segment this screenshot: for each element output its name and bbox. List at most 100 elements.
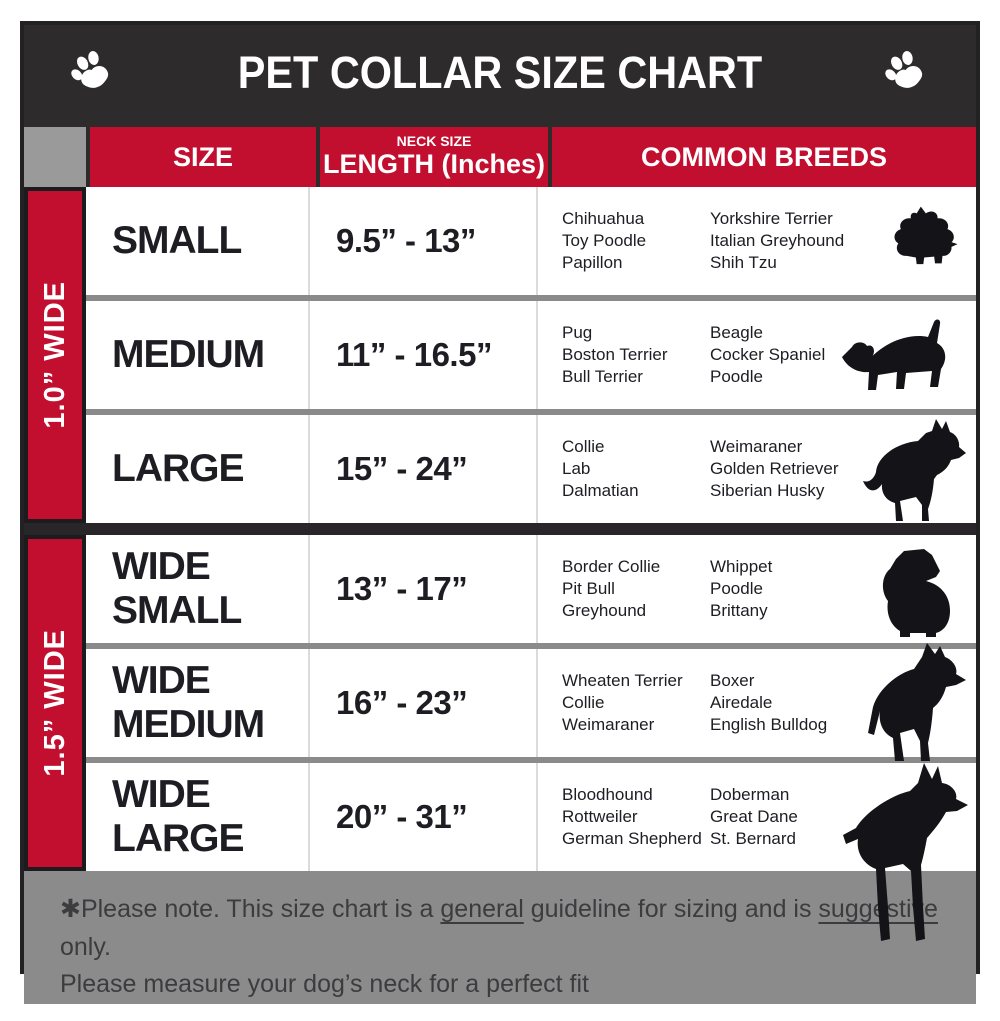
breed-name: Shih Tzu [710,253,777,273]
breeds-cell: Pug Boston Terrier Bull Terrier Beagle C… [536,301,976,409]
table-header-row: SIZE NECK SIZE LENGTH (Inches) COMMON BR… [24,121,976,187]
breed-name: Dalmatian [562,481,639,501]
paw-icon [66,46,120,100]
breed-name: Collie [562,692,605,712]
column-header-neck-size: NECK SIZE LENGTH (Inches) [320,127,548,187]
row-divider [86,295,976,301]
breed-name: German Shepherd [562,829,702,849]
neck-length-value: 9.5” - 13” [308,187,536,295]
breed-name: Golden Retriever [710,458,839,478]
breed-name: Bull Terrier [562,367,643,387]
breed-name: Collie [562,436,605,456]
title-bar: PET COLLAR SIZE CHART [24,25,976,121]
pomeranian-silhouette-icon [878,205,962,275]
column-header-common-breeds: COMMON BREEDS [552,127,976,187]
page-title: PET COLLAR SIZE CHART [237,47,763,98]
breed-name: Border Collie [562,556,661,576]
footer-note-text: guideline for sizing and is [523,895,819,923]
breed-name: Papillon [562,253,623,273]
breeds-cell: Border Collie Pit Bull Greyhound Whippet… [536,535,976,643]
breeds-column-1: Collie Lab Dalmatian [562,436,710,502]
footer-underlined-word: general [440,895,524,923]
bulldog-silhouette-icon [868,543,958,637]
breed-name: Pit Bull [562,578,615,598]
breed-name: English Bulldog [710,715,828,735]
footer-note-line-2: Please measure your dog’s neck for a per… [60,970,589,998]
breed-name: Poodle [710,578,763,598]
breeds-column-2: Doberman Great Dane St. Bernard [710,784,880,850]
breed-name: Pug [562,322,593,342]
breeds-cell: Collie Lab Dalmatian Weimaraner Golden R… [536,415,976,523]
breed-name: Whippet [710,556,773,576]
breeds-column-2: Weimaraner Golden Retriever Siberian Hus… [710,436,880,502]
neck-length-value: 20” - 31” [308,763,536,871]
footer-note-text: only. [60,932,111,961]
row-divider [86,643,976,649]
breed-name: Boston Terrier [562,344,668,364]
band-label-text: 1.0” WIDE [38,281,71,429]
size-label: SMALL [112,219,242,263]
breed-name: Great Dane [710,806,798,826]
breeds-cell: Chihuahua Toy Poodle Papillon Yorkshire … [536,187,976,295]
neck-length-value: 13” - 17” [308,535,536,643]
size-label: MEDIUM [112,333,265,377]
breed-name: Greyhound [562,601,647,621]
table-row: LARGE 15” - 24” Collie Lab Dalmatian Wei… [86,415,976,523]
size-label: WIDE MEDIUM [112,659,265,746]
table-row: WIDE SMALL 13” - 17” Border Collie Pit B… [86,535,976,643]
corner-cell [24,127,86,187]
breed-name: Doberman [710,784,790,804]
doberman-silhouette-icon [800,761,972,945]
band-label-1-5-inch: 1.5” WIDE [24,535,86,871]
breeds-column-2: Yorkshire Terrier Italian Greyhound Shih… [710,208,880,274]
breed-name: Boxer [710,670,755,690]
breed-name: Weimaraner [710,436,803,456]
neck-length-value: 11” - 16.5” [308,301,536,409]
table-row: WIDE MEDIUM 16” - 23” Wheaten Terrier Co… [86,643,976,761]
size-label: WIDE LARGE [112,773,245,860]
column-header-neck-size-small: NECK SIZE [396,133,472,150]
table-body: 1.0” WIDE SMALL 9.5” - 13” Chihuahua Toy… [24,187,976,941]
breed-name: Weimaraner [562,715,655,735]
band-label-1-inch: 1.0” WIDE [24,187,86,523]
breeds-column-1: Wheaten Terrier Collie Weimaraner [562,670,710,736]
breed-name: Italian Greyhound [710,230,845,250]
breeds-cell: Wheaten Terrier Collie Weimaraner Boxer … [536,643,976,761]
breed-name: Siberian Husky [710,481,825,501]
pitbull-silhouette-icon [846,641,968,763]
size-chart-sheet: PET COLLAR SIZE CHART SIZE NECK SIZE LEN… [20,21,980,1004]
table-row: MEDIUM 11” - 16.5” Pug Boston Terrier Bu… [86,301,976,409]
breed-name: Toy Poodle [562,230,647,250]
breeds-cell: Bloodhound Rottweiler German Shepherd Do… [536,763,976,941]
breed-name: Cocker Spaniel [710,344,826,364]
breeds-column-1: Border Collie Pit Bull Greyhound [562,556,710,622]
breed-name: Rottweiler [562,806,638,826]
breed-name: Lab [562,458,591,478]
breeds-column-1: Pug Boston Terrier Bull Terrier [562,322,710,388]
husky-silhouette-icon [848,417,966,523]
column-header-neck-size-length: LENGTH (Inches) [322,148,545,179]
row-divider [86,409,976,415]
row-divider [86,757,976,763]
group-1-inch-wide: 1.0” WIDE SMALL 9.5” - 13” Chihuahua Toy… [24,187,976,523]
table-row: SMALL 9.5” - 13” Chihuahua Toy Poodle Pa… [86,187,976,295]
breed-name: St. Bernard [710,829,796,849]
breed-name: Brittany [710,601,768,621]
column-header-size: SIZE [90,127,316,187]
footer-note-text: ✱Please note. This size chart is a [60,895,441,923]
breed-name: Wheaten Terrier [562,670,683,690]
breeds-column-1: Chihuahua Toy Poodle Papillon [562,208,710,274]
breed-name: Poodle [710,367,763,387]
breed-name: Beagle [710,322,763,342]
band-label-text: 1.5” WIDE [38,629,71,777]
breeds-column-2: Beagle Cocker Spaniel Poodle [710,322,880,388]
group-1-5-inch-wide: 1.5” WIDE WIDE SMALL 13” - 17” Border Co… [24,535,976,941]
breed-name: Yorkshire Terrier [710,208,833,228]
size-label: WIDE SMALL [112,545,242,632]
breed-name: Airedale [710,692,773,712]
beagle-silhouette-icon [834,317,968,395]
breeds-column-2: Boxer Airedale English Bulldog [710,670,880,736]
size-label: LARGE [112,447,245,491]
neck-length-value: 16” - 23” [308,649,536,757]
breed-name: Chihuahua [562,208,645,228]
